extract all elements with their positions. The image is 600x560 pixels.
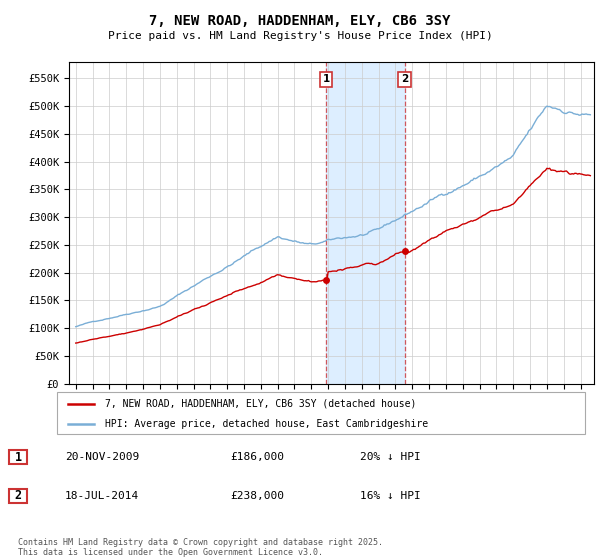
Text: 2: 2 bbox=[14, 489, 22, 502]
Text: 1: 1 bbox=[14, 451, 22, 464]
Text: 20-NOV-2009: 20-NOV-2009 bbox=[65, 452, 139, 462]
Text: Price paid vs. HM Land Registry's House Price Index (HPI): Price paid vs. HM Land Registry's House … bbox=[107, 31, 493, 41]
Bar bbox=[9, 450, 27, 464]
Text: 16% ↓ HPI: 16% ↓ HPI bbox=[360, 491, 421, 501]
Text: £238,000: £238,000 bbox=[230, 491, 284, 501]
Text: 1: 1 bbox=[322, 74, 330, 85]
Text: 20% ↓ HPI: 20% ↓ HPI bbox=[360, 452, 421, 462]
Text: Contains HM Land Registry data © Crown copyright and database right 2025.
This d: Contains HM Land Registry data © Crown c… bbox=[18, 538, 383, 557]
Text: £186,000: £186,000 bbox=[230, 452, 284, 462]
Bar bbox=[9, 488, 27, 503]
Bar bbox=[326, 62, 404, 384]
Text: 18-JUL-2014: 18-JUL-2014 bbox=[65, 491, 139, 501]
Text: 7, NEW ROAD, HADDENHAM, ELY, CB6 3SY: 7, NEW ROAD, HADDENHAM, ELY, CB6 3SY bbox=[149, 14, 451, 28]
Text: 7, NEW ROAD, HADDENHAM, ELY, CB6 3SY (detached house): 7, NEW ROAD, HADDENHAM, ELY, CB6 3SY (de… bbox=[104, 399, 416, 409]
Text: 2: 2 bbox=[401, 74, 408, 85]
Text: HPI: Average price, detached house, East Cambridgeshire: HPI: Average price, detached house, East… bbox=[104, 419, 428, 429]
